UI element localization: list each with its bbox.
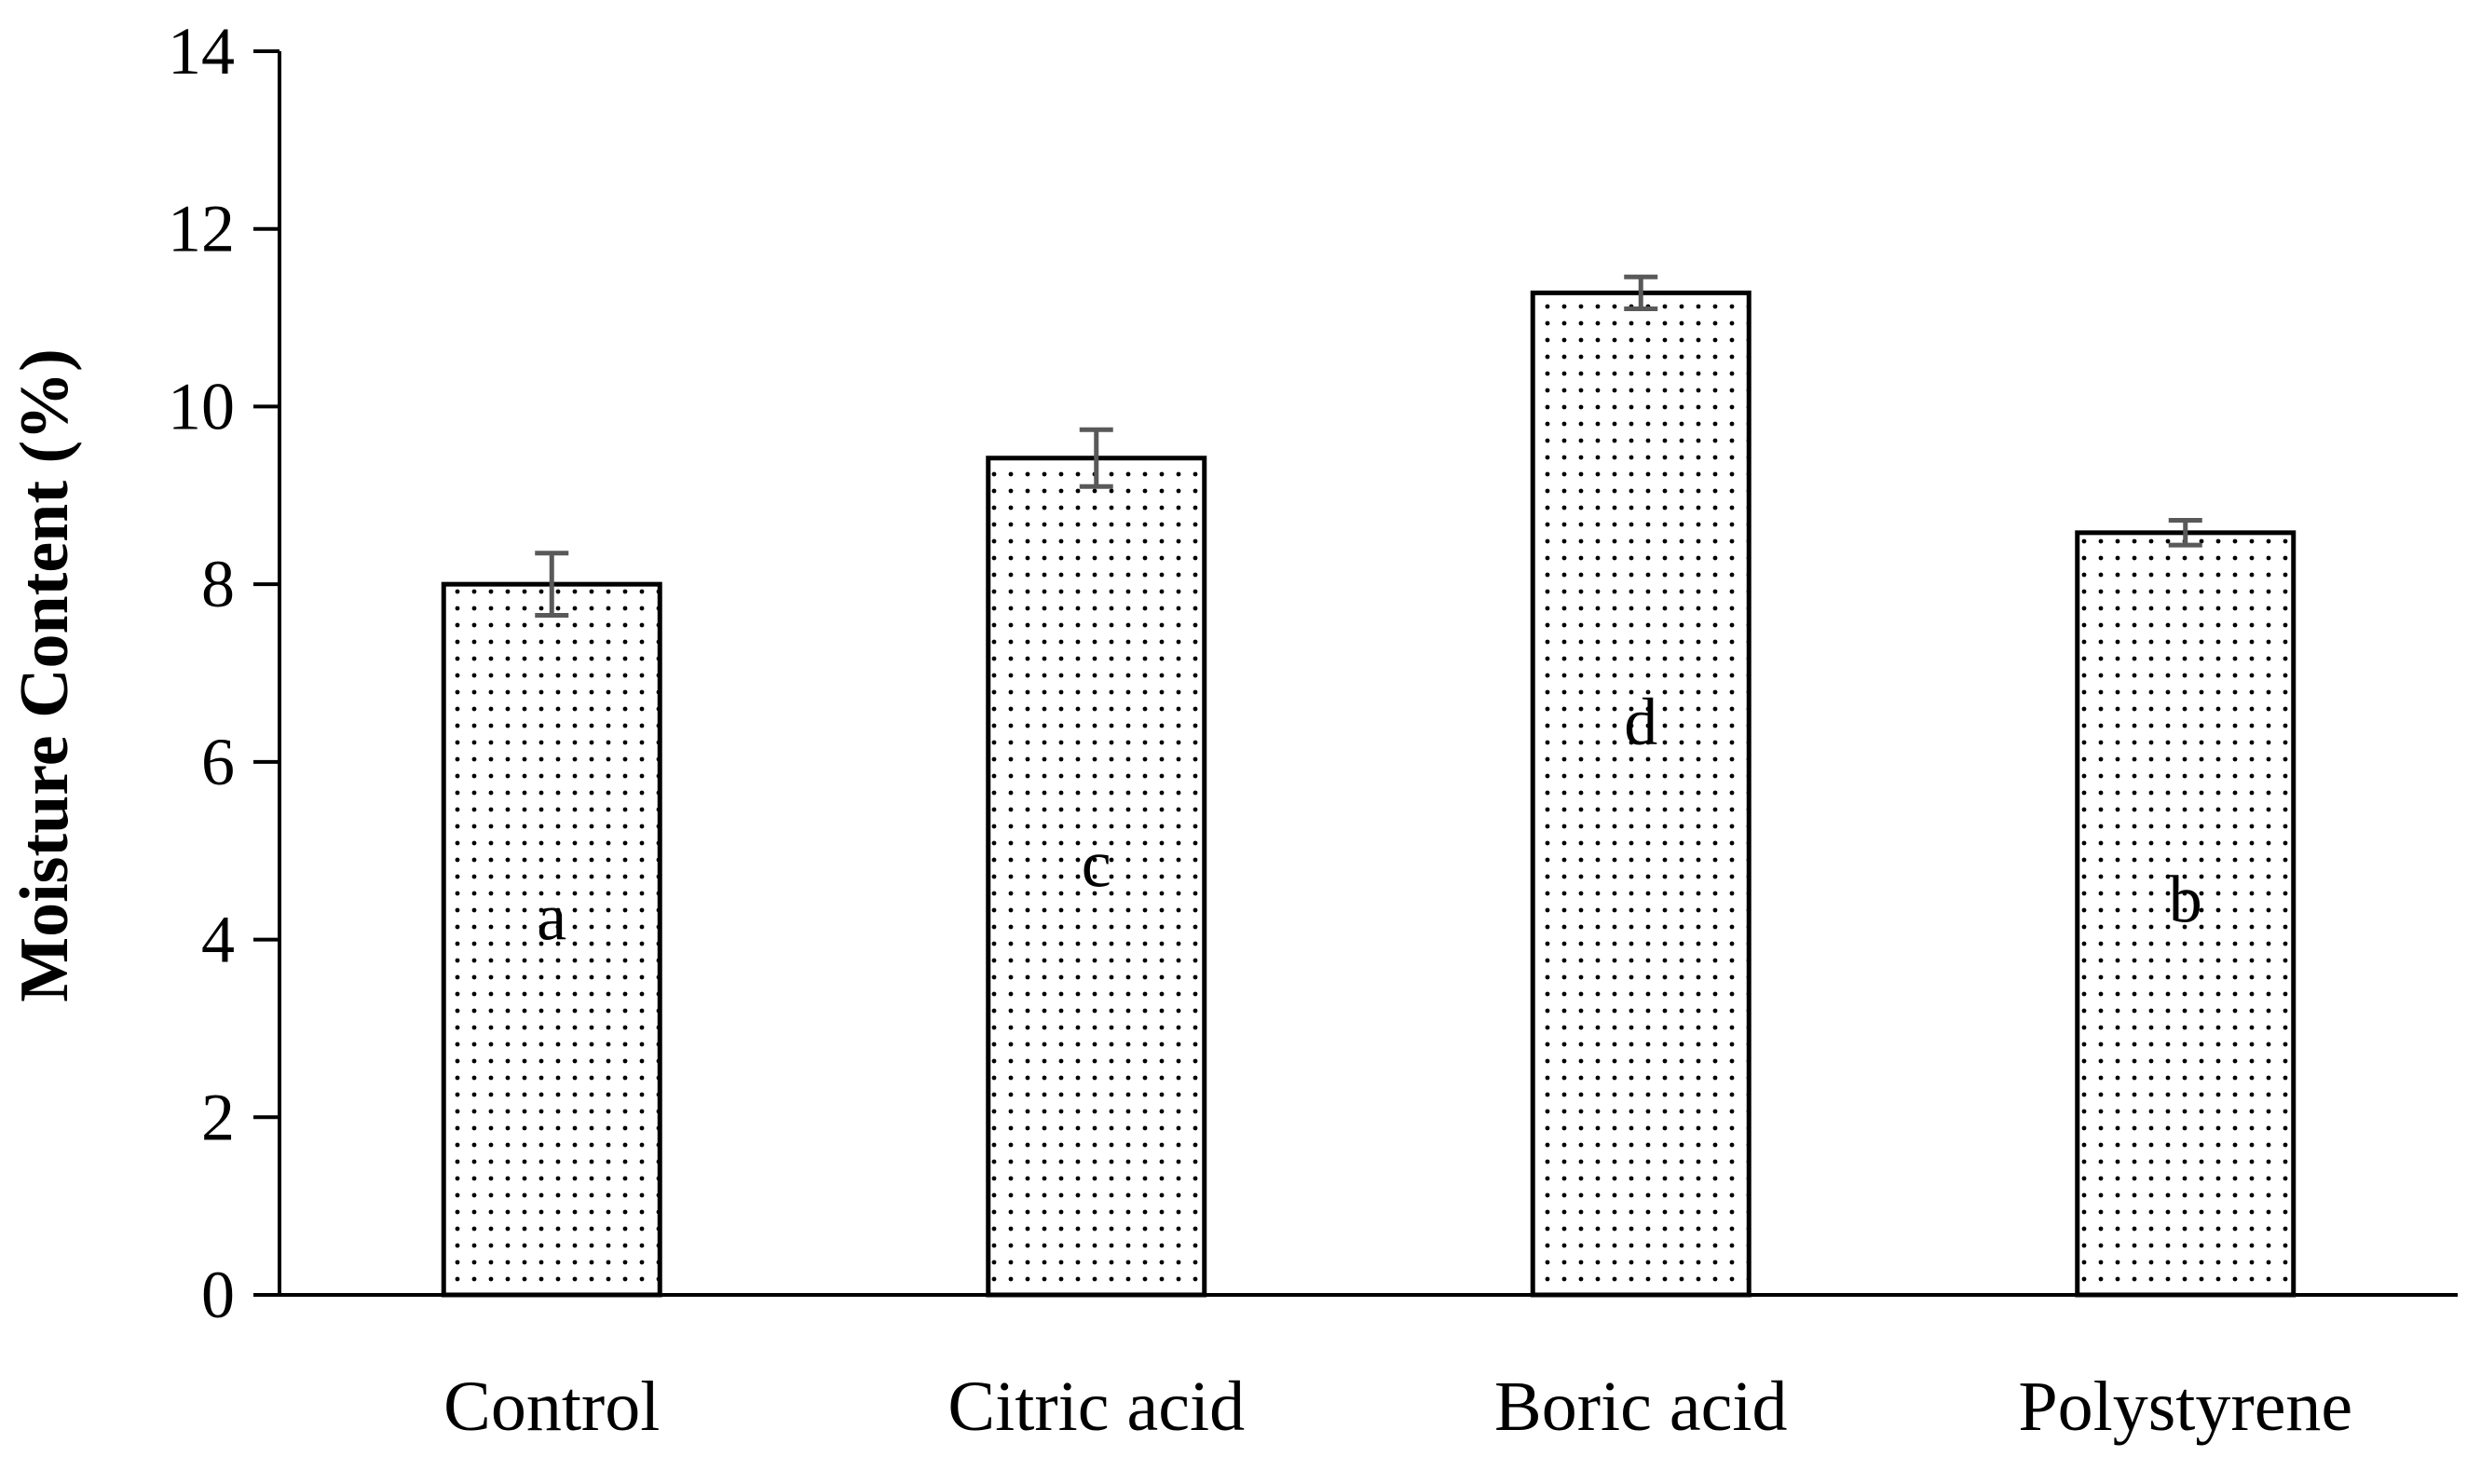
bars [441,290,2297,1298]
error-bars [535,274,2202,619]
y-tick-label: 14 [168,14,235,88]
y-axis-ticks: 0 2 4 6 8 10 12 14 [168,14,279,1332]
bar [986,456,1207,1298]
y-tick-label: 8 [201,547,235,621]
significance-letters: a c d b [537,685,2201,955]
y-tick-label: 0 [201,1258,235,1332]
significance-letter: c [1082,826,1111,901]
significance-letter: b [2169,863,2202,937]
y-tick-label: 2 [201,1080,235,1154]
significance-letter: a [537,880,566,955]
bar [2075,530,2297,1298]
significance-letter: d [1624,685,1657,759]
y-tick-label: 12 [168,192,235,266]
y-tick-label: 6 [201,725,235,799]
bar [1530,290,1751,1298]
x-category-label: Control [443,1368,660,1446]
y-tick-label: 10 [168,369,235,443]
x-category-label: Citric acid [947,1368,1245,1446]
y-axis-title: Moisture Content (%) [7,348,83,1002]
x-category-label: Polystyrene [2018,1368,2352,1446]
bar [441,581,662,1298]
y-tick-label: 4 [201,903,235,977]
x-axis-categories: Control Citric acid Boric acid Polystyrene [443,1368,2352,1446]
x-category-label: Boric acid [1494,1368,1787,1446]
